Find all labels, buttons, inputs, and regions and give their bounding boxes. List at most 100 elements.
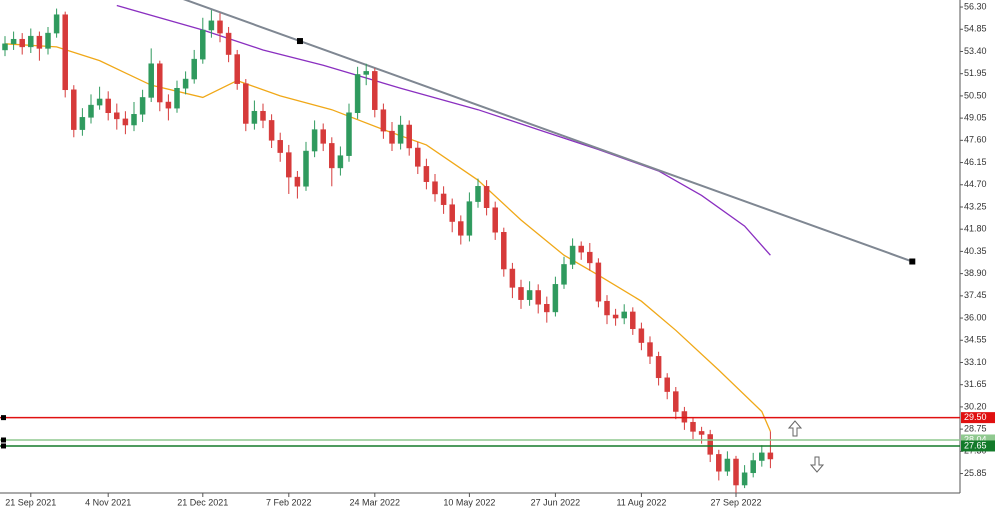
candle-body xyxy=(492,207,498,233)
candle-body xyxy=(36,35,43,49)
candle-body xyxy=(88,104,94,118)
candle-body xyxy=(638,328,645,343)
candle-body xyxy=(53,14,60,34)
candle-body xyxy=(501,232,507,270)
y-tick-label: 36.00 xyxy=(964,312,987,322)
candle-body xyxy=(604,300,610,316)
y-tick-label: 33.10 xyxy=(964,357,987,367)
candle-body xyxy=(277,140,283,153)
candle-body xyxy=(466,201,473,236)
candle-body xyxy=(759,452,765,461)
candle-body xyxy=(234,54,240,84)
y-tick-label: 51.95 xyxy=(964,68,987,78)
level-marker xyxy=(1,415,6,421)
candle-body xyxy=(518,287,524,300)
y-tick-label: 31.65 xyxy=(964,379,987,389)
y-tick-label: 38.90 xyxy=(964,268,987,278)
candle-body xyxy=(217,20,223,34)
level-marker xyxy=(1,437,6,443)
candle-body xyxy=(10,38,17,45)
candle-body xyxy=(475,186,481,202)
x-tick-label: 4 Nov 2021 xyxy=(85,497,131,507)
candle-body xyxy=(208,20,215,31)
x-tick-label: 7 Feb 2022 xyxy=(266,497,312,507)
candle-body xyxy=(733,458,739,486)
level-label: 27.65 xyxy=(964,440,987,450)
level-label: 29.50 xyxy=(964,412,987,422)
candle-body xyxy=(286,152,292,178)
up-arrow xyxy=(787,420,803,437)
candle-body xyxy=(716,454,722,472)
y-tick-label: 53.40 xyxy=(964,46,987,56)
candle-body xyxy=(406,124,412,149)
candle-body xyxy=(45,32,51,49)
candle-body xyxy=(707,434,713,455)
level-badge xyxy=(961,440,995,452)
candle-body xyxy=(535,290,541,305)
moving-average xyxy=(116,4,771,256)
down-arrow xyxy=(809,456,825,473)
y-tick-label: 40.35 xyxy=(964,246,987,256)
y-tick-label: 43.25 xyxy=(964,201,987,211)
candle-body xyxy=(311,129,318,152)
y-tick-label: 54.85 xyxy=(964,24,987,34)
candle-body xyxy=(200,29,206,60)
trendline-anchor xyxy=(909,258,916,265)
candle-body xyxy=(664,377,670,392)
x-tick-label: 27 Sep 2022 xyxy=(710,497,761,507)
y-tick-label: 46.15 xyxy=(964,157,987,167)
y-tick-label: 34.55 xyxy=(964,335,987,345)
y-tick-label: 47.60 xyxy=(964,135,987,145)
x-tick-label: 21 Sep 2021 xyxy=(5,497,56,507)
candle-body xyxy=(62,14,68,91)
candle-body xyxy=(294,176,301,187)
candle-body xyxy=(372,71,378,110)
candle-body xyxy=(561,264,567,285)
candle-body xyxy=(303,150,309,187)
candle-body xyxy=(655,356,662,379)
candle-body xyxy=(2,43,8,51)
candle-body xyxy=(432,181,438,195)
trendline xyxy=(299,40,913,263)
candle-body xyxy=(165,101,172,109)
candle-body xyxy=(19,38,25,48)
candle-body xyxy=(96,98,103,106)
candle-body xyxy=(28,35,34,48)
candle-body xyxy=(320,129,326,144)
candle-body xyxy=(630,311,636,330)
candle-body xyxy=(131,114,137,126)
candle-body xyxy=(363,71,369,75)
candle-body xyxy=(174,87,180,109)
candle-body xyxy=(122,118,129,126)
candle-body xyxy=(71,89,77,130)
candle-body xyxy=(440,193,447,205)
candle-body xyxy=(423,166,430,182)
candle-body xyxy=(767,452,774,460)
y-tick-label: 50.50 xyxy=(964,90,987,100)
candle-body xyxy=(243,83,249,124)
candle-body xyxy=(157,63,163,103)
trendline-anchor xyxy=(296,38,303,45)
y-tick-label: 44.70 xyxy=(964,179,987,189)
candle-body xyxy=(397,124,404,144)
candle-body xyxy=(690,421,696,432)
y-tick-label: 49.05 xyxy=(964,112,987,122)
x-tick-label: 24 Mar 2022 xyxy=(350,497,401,507)
candle-body xyxy=(612,314,619,319)
candle-body xyxy=(79,117,86,130)
candle-body xyxy=(346,112,352,156)
y-tick-label: 25.85 xyxy=(964,468,987,478)
candle-body xyxy=(621,311,627,319)
candle-body xyxy=(251,110,258,124)
candle-body xyxy=(509,268,516,288)
candle-body xyxy=(578,245,584,253)
candle-body xyxy=(544,304,550,313)
candle-body xyxy=(182,78,189,89)
candle-body xyxy=(647,342,653,357)
candle-body xyxy=(329,143,335,169)
y-tick-label: 30.20 xyxy=(964,401,987,411)
candle-body xyxy=(268,120,275,141)
y-tick-label: 56.30 xyxy=(964,1,987,11)
candle-body xyxy=(552,284,559,313)
